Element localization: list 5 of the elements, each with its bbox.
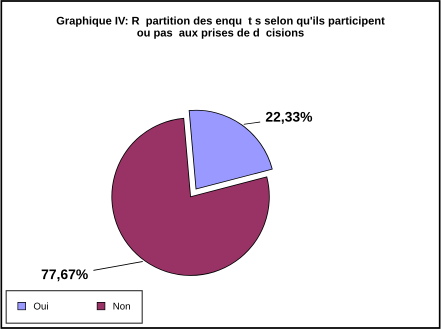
data-label: 77,67% (42, 269, 88, 282)
legend-label: Oui (34, 302, 48, 310)
data-label: 22,33% (266, 112, 312, 124)
legend-label: Non (114, 302, 130, 310)
chart-title: Graphique IV: R partition des enqu t s selon qu'ils participent ou pas aux prises de d cisions (56, 16, 385, 39)
